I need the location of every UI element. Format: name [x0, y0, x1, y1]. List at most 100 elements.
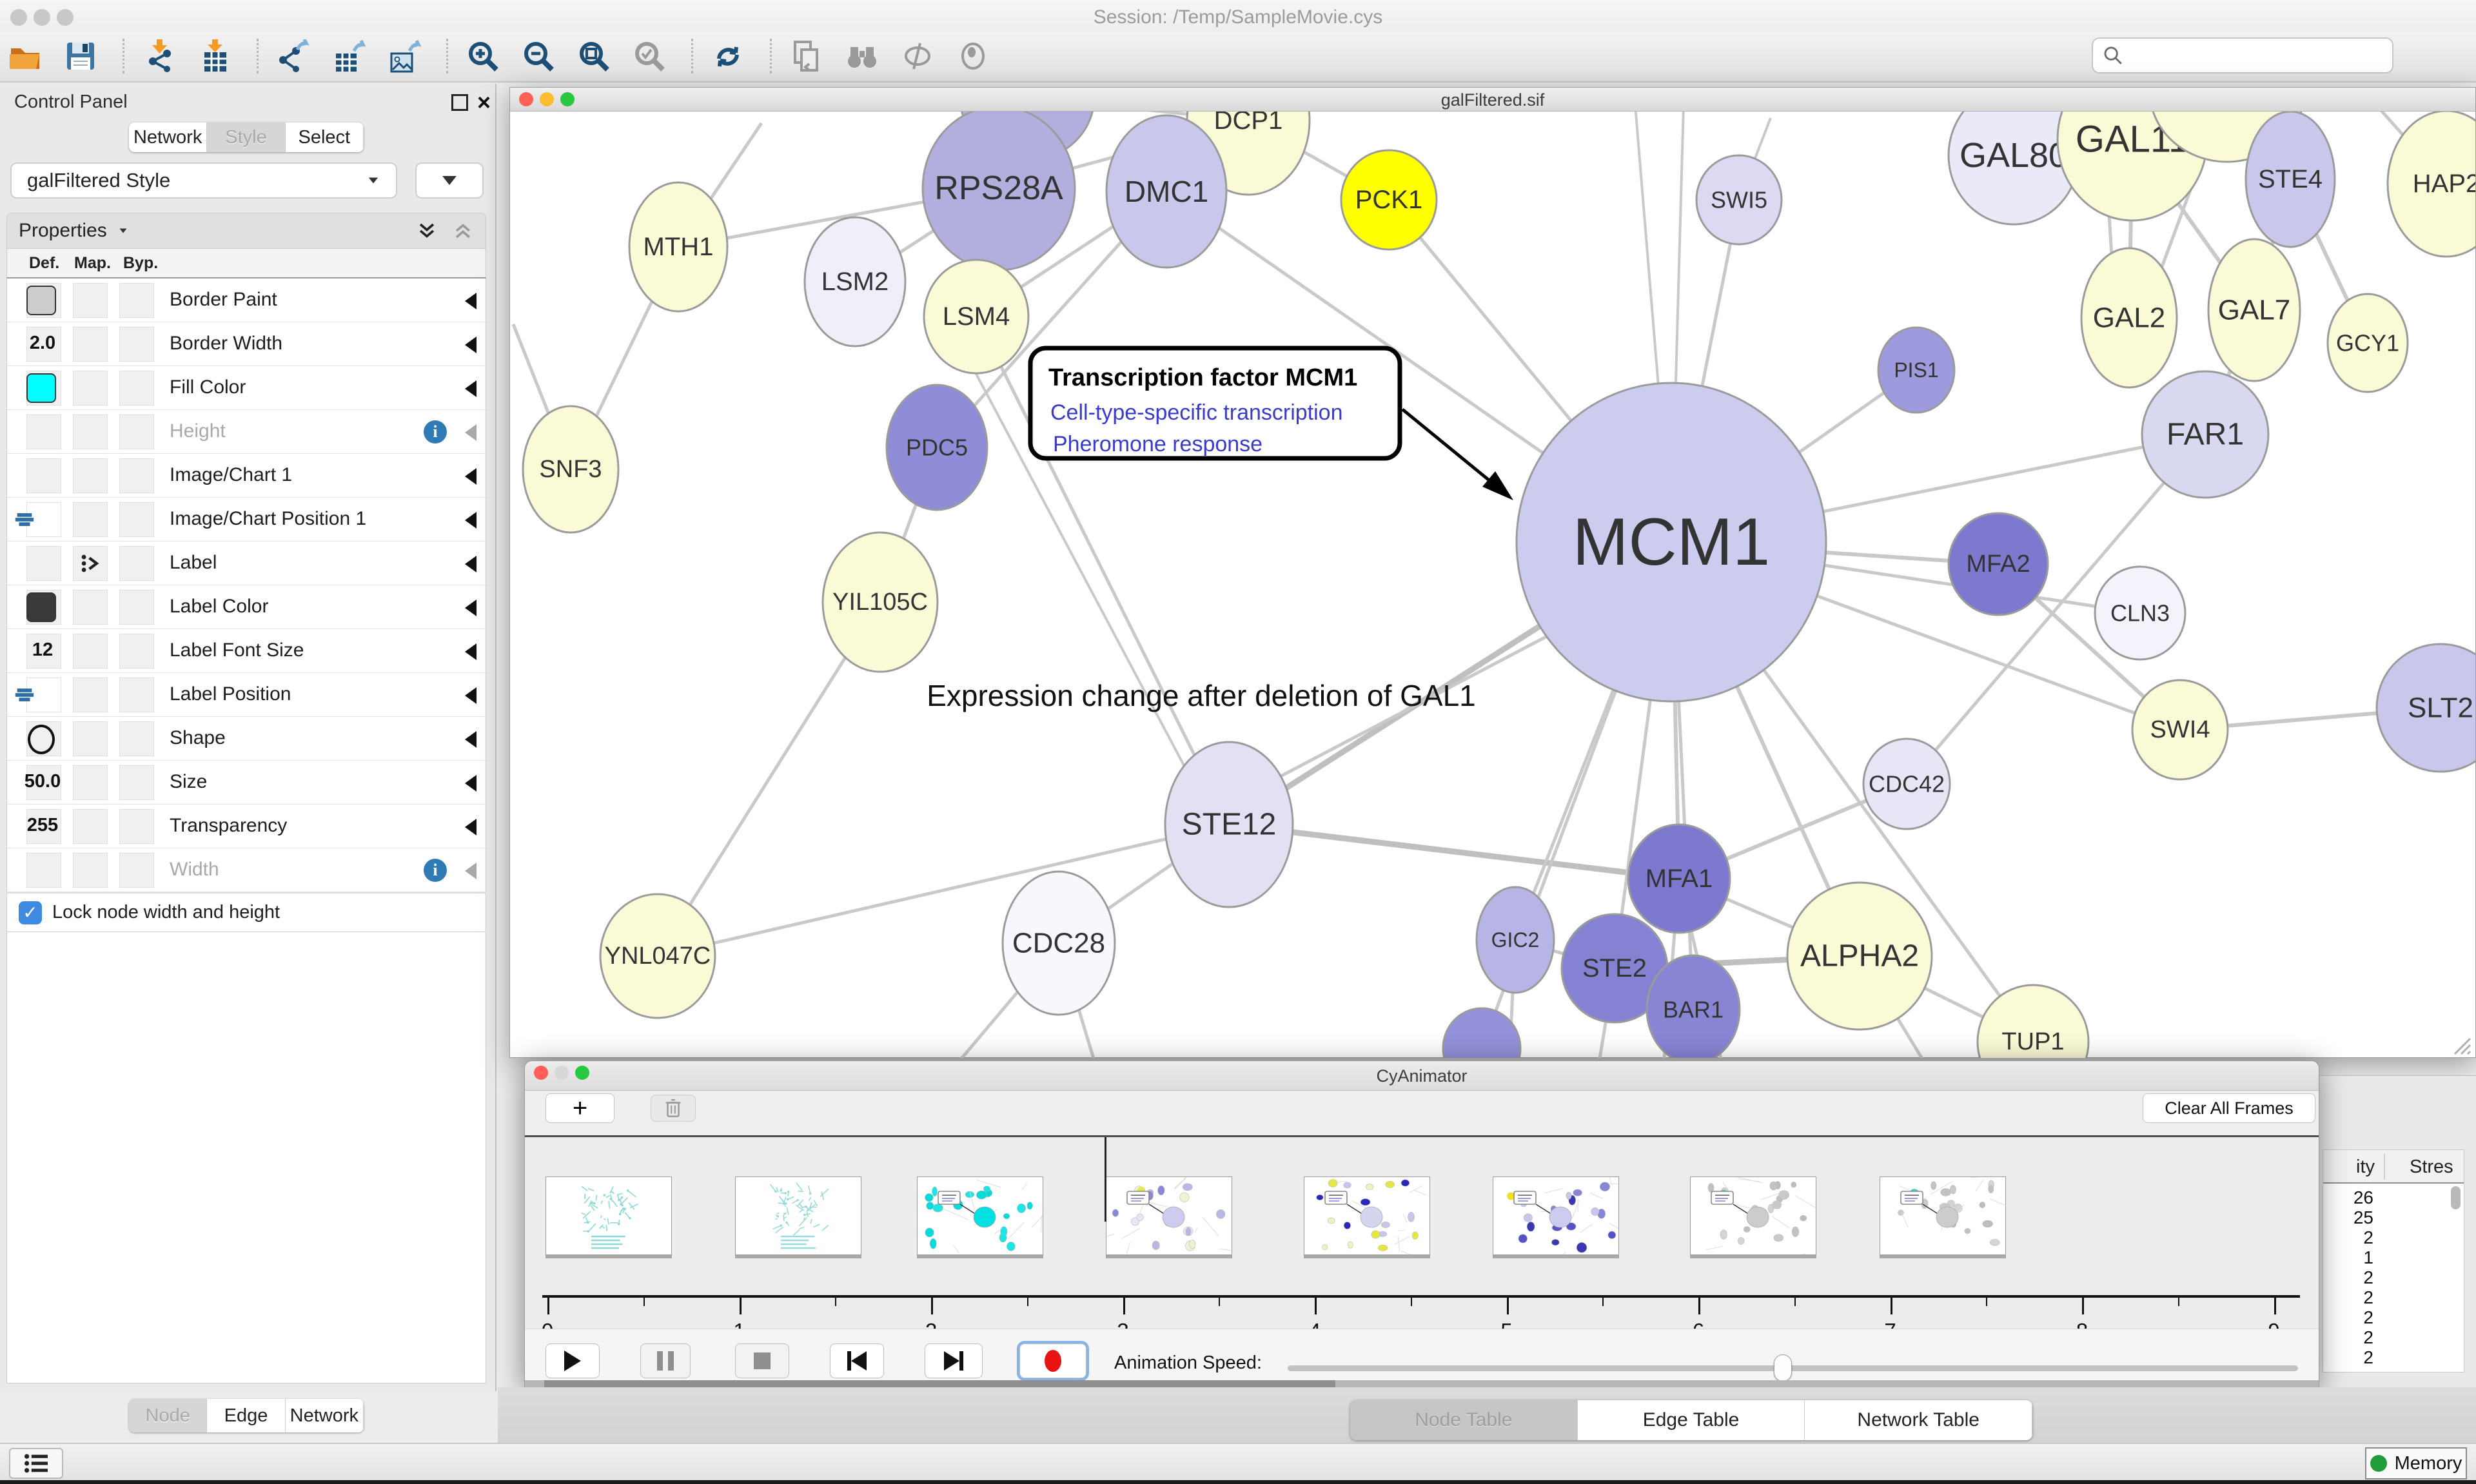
skip-to-end-button[interactable] [925, 1343, 983, 1378]
byp-cell[interactable] [119, 721, 154, 756]
property-row-transparency[interactable]: 255 Transparency [7, 805, 486, 848]
add-frame-button[interactable]: + [545, 1093, 614, 1123]
network-node-cln3[interactable] [2094, 565, 2186, 661]
cyanimator-titlebar[interactable]: CyAnimator [525, 1061, 2319, 1091]
export-image-button[interactable] [386, 36, 423, 76]
frame-thumbnail-0[interactable] [545, 1176, 672, 1255]
style-options-button[interactable] [415, 162, 484, 199]
network-node-cdc42[interactable] [1862, 737, 1951, 830]
column-header-stress[interactable]: Stres [2410, 1157, 2453, 1177]
app-close-button[interactable] [10, 9, 27, 26]
collapse-arrow-icon[interactable] [465, 293, 477, 309]
app-minimize-button[interactable] [34, 9, 50, 26]
panel-tab-edge[interactable]: Edge [207, 1399, 286, 1432]
collapse-arrow-icon[interactable] [465, 775, 477, 792]
map-cell[interactable] [73, 678, 108, 712]
column-header-centrality[interactable]: ity [2356, 1157, 2375, 1177]
tab-style[interactable]: Style [207, 122, 286, 152]
window-close-button[interactable] [534, 1066, 548, 1080]
window-zoom-button[interactable] [560, 92, 575, 106]
horizontal-scrollbar[interactable] [525, 1380, 2319, 1388]
open-session-button[interactable] [6, 36, 44, 76]
def-cell[interactable] [26, 415, 61, 449]
collapse-arrow-icon[interactable] [465, 556, 477, 572]
network-node-pck1[interactable] [1340, 149, 1438, 251]
delete-frame-button[interactable] [651, 1095, 696, 1122]
window-close-button[interactable] [519, 92, 533, 106]
def-cell[interactable] [26, 327, 61, 362]
tab-network[interactable]: Network [129, 122, 208, 152]
map-cell[interactable] [73, 853, 108, 888]
byp-cell[interactable] [119, 678, 154, 712]
def-cell[interactable] [26, 853, 61, 888]
default-value[interactable]: 12 [32, 639, 54, 660]
network-node-ynl047c[interactable] [599, 893, 716, 1019]
frame-thumbnail-7[interactable] [1880, 1176, 2006, 1255]
table-cell-value[interactable]: 2 [2363, 1287, 2373, 1307]
search-input-field[interactable] [2124, 45, 2382, 66]
network-node-far1[interactable] [2141, 370, 2270, 499]
def-cell[interactable] [26, 546, 61, 581]
table-cell-value[interactable]: 2 [2363, 1227, 2373, 1247]
collapse-arrow-icon[interactable] [465, 863, 477, 879]
style-select[interactable]: galFiltered Style [10, 162, 397, 199]
search-input[interactable] [2092, 37, 2393, 73]
annotation-link[interactable]: Pheromone response [1053, 432, 1263, 456]
frame-thumbnail-2[interactable] [917, 1176, 1050, 1255]
timeline-playhead[interactable] [1105, 1137, 1106, 1222]
record-button[interactable] [1019, 1343, 1086, 1378]
import-network-button[interactable] [141, 36, 178, 76]
network-node-mfa1[interactable] [1627, 823, 1731, 934]
default-swatch[interactable] [26, 592, 56, 622]
def-cell[interactable] [26, 765, 61, 800]
collapse-arrow-icon[interactable] [465, 600, 477, 616]
map-cell[interactable] [73, 721, 108, 756]
app-zoom-button[interactable] [57, 9, 74, 26]
show-button[interactable] [954, 36, 992, 76]
command-panel-button[interactable] [9, 1448, 63, 1479]
network-node-gal7[interactable] [2207, 238, 2301, 382]
map-cell[interactable] [73, 590, 108, 625]
network-node-swi4[interactable] [2131, 679, 2229, 781]
property-row-label-position[interactable]: Label Position [7, 673, 486, 717]
network-node-gic2[interactable] [1475, 886, 1555, 994]
property-row-label-font-size[interactable]: 12 Label Font Size [7, 629, 486, 673]
table-cell-value[interactable]: 1 [2363, 1247, 2373, 1267]
collapse-arrow-icon[interactable] [465, 468, 477, 485]
map-cell[interactable] [73, 502, 108, 537]
network-node-yil105c[interactable] [821, 531, 939, 673]
network-edge[interactable] [1228, 821, 1680, 882]
network-node-lsm2[interactable] [803, 216, 907, 347]
save-session-button[interactable] [62, 36, 99, 76]
byp-cell[interactable] [119, 634, 154, 669]
refresh-button[interactable] [709, 36, 747, 76]
default-value[interactable]: 255 [26, 815, 59, 835]
table-cell-value[interactable]: 2 [2363, 1307, 2373, 1327]
byp-cell[interactable] [119, 765, 154, 800]
collapse-arrow-icon[interactable] [465, 819, 477, 835]
network-node-lsm4[interactable] [923, 259, 1030, 375]
frame-thumbnail-5[interactable] [1493, 1167, 1633, 1261]
property-row-border-paint[interactable]: Border Paint [7, 278, 486, 322]
def-cell[interactable] [26, 809, 61, 844]
collapse-arrow-icon[interactable] [465, 512, 477, 529]
memory-button[interactable]: Memory [2365, 1447, 2467, 1479]
map-cell[interactable] [73, 634, 108, 669]
tab-node-table[interactable]: Node Table [1350, 1400, 1578, 1440]
network-window-titlebar[interactable]: galFiltered.sif [510, 88, 2475, 112]
clear-all-frames-button[interactable]: Clear All Frames [2143, 1093, 2315, 1123]
map-cell[interactable] [73, 327, 108, 362]
default-swatch[interactable] [26, 373, 56, 403]
collapse-all-icon[interactable] [452, 220, 474, 242]
table-cell-value[interactable]: 25 [2353, 1207, 2373, 1227]
network-node-mcm1[interactable] [1515, 382, 1827, 703]
frame-thumbnail-3[interactable] [1106, 1176, 1241, 1261]
map-cell[interactable] [73, 765, 108, 800]
copy-button[interactable] [788, 36, 825, 76]
zoom-out-button[interactable] [520, 36, 557, 76]
expand-all-icon[interactable] [416, 220, 438, 242]
network-node-swi5[interactable] [1695, 154, 1783, 246]
property-row-shape[interactable]: Shape [7, 717, 486, 761]
pause-button[interactable] [640, 1343, 691, 1378]
network-node-dmc1[interactable] [1105, 114, 1228, 269]
